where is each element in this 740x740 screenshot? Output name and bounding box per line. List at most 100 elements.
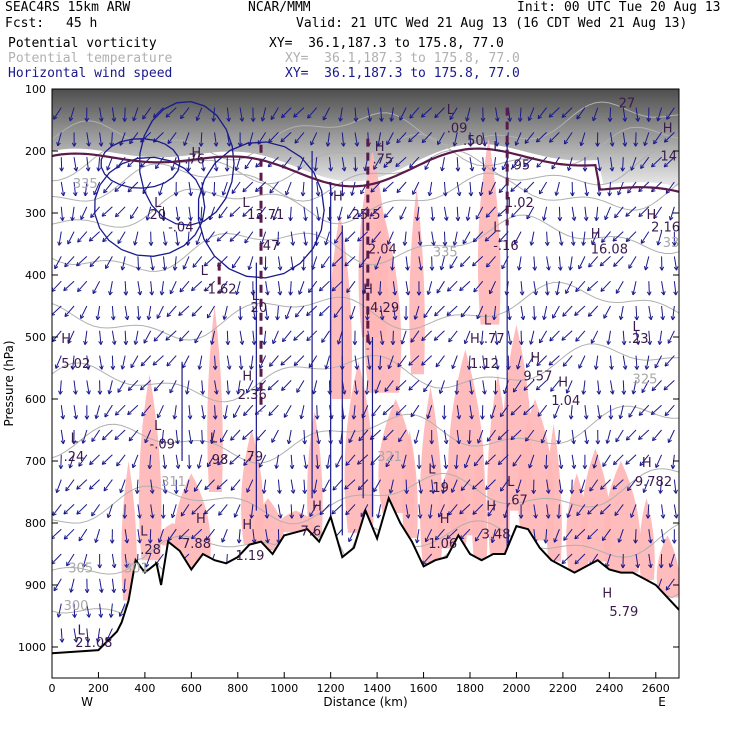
wind-arrow [648,281,650,296]
model-name: SEAC4RS 15km ARW [5,0,131,15]
wind-arrow [321,256,330,269]
wind-arrow [86,132,90,147]
wind-arrow [116,454,126,467]
wind-arrow [539,330,548,344]
wind-arrow [66,553,75,567]
wind-arrowhead [485,262,491,268]
wind-arrowhead [185,390,190,395]
wind-arrow [395,404,407,416]
wind-arrow [387,231,394,245]
wind-arrowhead [218,214,223,219]
wind-arrow [610,380,614,395]
wind-arrowhead [373,487,378,493]
wind-arrowhead [473,461,479,467]
wind-arrow [401,330,407,345]
wind-arrowhead [236,390,241,395]
wind-arrow [570,405,573,420]
wind-arrowhead [463,339,469,345]
wind-arrowhead [576,511,581,517]
wind-arrowhead [105,264,110,270]
wind-arrowhead [570,241,576,246]
wind-arrowhead [281,386,286,391]
wind-arrowhead [68,464,73,469]
wind-arrowhead [648,563,653,569]
wind-arrow [541,429,548,444]
wind-arrow [191,305,203,317]
wind-arrowhead [607,192,613,197]
wind-arrow [625,429,637,441]
wind-arrowhead [365,316,370,321]
wind-arrowhead [567,166,572,172]
wind-arrowhead [563,536,568,541]
wind-arrow [530,330,535,345]
pv-label: -.09 [150,438,175,453]
wind-arrow [188,405,191,420]
wind-arrow [348,528,356,542]
wind-arrowhead [626,486,632,492]
wind-arrow [546,479,550,494]
wind-arrow [52,528,62,539]
wind-arrowhead [400,340,406,345]
wind-arrow [142,107,152,120]
wind-arrowhead [478,191,484,197]
wind-arrow [661,281,665,296]
wind-arrowhead [71,142,77,147]
wind-arrow [469,181,472,196]
wind-arrowhead [621,340,627,346]
wind-arrowhead [127,187,133,193]
wind-arrow [556,281,560,296]
pv-label: 1.12 [470,357,499,372]
wind-arrow [285,305,292,320]
wind-arrow [661,305,664,320]
wind-arrow [121,355,126,370]
wind-arrowhead [628,264,633,269]
wind-arrowhead [475,537,480,542]
wind-arrow [303,206,307,221]
wind-arrow [422,553,433,565]
field-name-wind: Horizontal wind speed [8,66,173,81]
low-marker: L [78,624,86,639]
wind-arrow [495,132,498,147]
wind-arrow [80,206,88,220]
wind-arrow [76,504,88,515]
wind-arrowhead [162,464,168,469]
wind-arrow [377,504,382,519]
pv-label: 1.19 [235,549,264,564]
wind-arrow [380,330,384,345]
wind-arrow [150,281,153,296]
wind-arrow [606,429,611,444]
wind-arrow [482,355,486,370]
wind-arrowhead [294,139,299,144]
wind-arrow [231,256,241,269]
wind-arrowhead [149,489,155,494]
wind-arrowhead [198,142,204,147]
wind-arrowhead [670,464,676,469]
wind-arrow [669,206,675,221]
wind-arrow [188,429,192,444]
wind-arrowhead [668,216,674,221]
pv-positive-shading [278,510,316,533]
wind-arrow [88,231,100,242]
wind-arrow [380,305,384,320]
x-tick-label: 400 [134,682,155,695]
wind-arrowhead [59,638,65,643]
wind-arrow [242,181,254,193]
wind-arrowhead [512,462,517,467]
wind-arrowhead [315,192,321,197]
wind-arrow [121,256,126,271]
wind-arrow [574,553,586,565]
wind-arrow [250,355,254,370]
wind-arrowhead [76,485,81,490]
pv-positive-shading [419,386,443,563]
wind-arrowhead [663,385,669,391]
wind-arrowhead [455,167,461,172]
wind-arrow [580,132,586,146]
wind-arrow [219,280,228,294]
wind-arrow [530,231,535,246]
wind-arrowhead [275,316,280,321]
wind-arrow [464,454,471,469]
wind-arrowhead [469,390,474,395]
wind-arrow [550,380,560,392]
wind-arrow [562,305,573,317]
wind-arrow [632,380,637,395]
